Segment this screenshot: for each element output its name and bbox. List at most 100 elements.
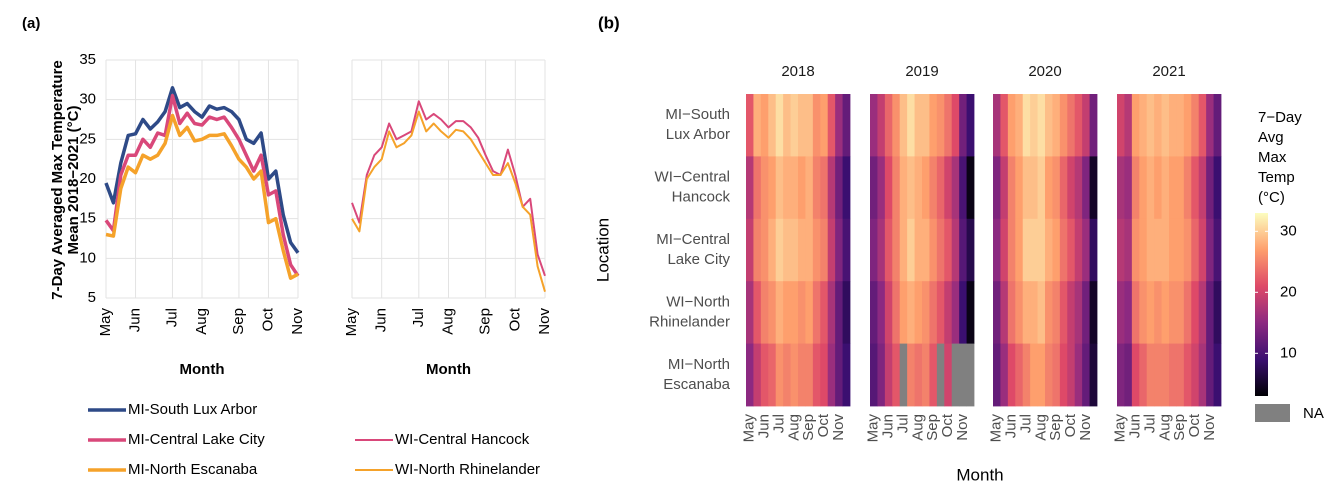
x-tick-label: Jun bbox=[1003, 414, 1020, 438]
heat-cell bbox=[914, 156, 923, 220]
x-tick-label: Jul bbox=[163, 308, 180, 327]
x-tick-label: Nov bbox=[536, 308, 553, 335]
data-line bbox=[351, 100, 546, 277]
x-tick-label: Oct bbox=[815, 413, 832, 437]
heat-cell bbox=[959, 281, 967, 344]
x-tick-label: Oct bbox=[259, 307, 276, 331]
heat-cell bbox=[959, 94, 967, 157]
heat-cell bbox=[746, 156, 754, 220]
heat-cell bbox=[1161, 94, 1170, 157]
heat-cell bbox=[1037, 94, 1046, 157]
heat-cell bbox=[1082, 343, 1090, 407]
heat-cell bbox=[1074, 343, 1083, 407]
y-tick-label: 35 bbox=[79, 51, 96, 68]
heat-cell bbox=[1037, 343, 1046, 407]
na-cell bbox=[959, 343, 967, 407]
heat-cell bbox=[820, 218, 829, 282]
heat-cell bbox=[1082, 156, 1090, 220]
heat-cell bbox=[812, 218, 821, 282]
data-line bbox=[104, 93, 300, 277]
heat-cell bbox=[805, 156, 814, 220]
heat-cell bbox=[1191, 343, 1200, 407]
row-label: Lux Arbor bbox=[666, 126, 730, 143]
heat-cell bbox=[1161, 343, 1170, 407]
heat-cell bbox=[1146, 156, 1155, 220]
heat-cell bbox=[899, 218, 908, 282]
heat-cell bbox=[1089, 156, 1098, 220]
x-tick-label: Nov bbox=[1201, 414, 1218, 441]
heat-cell bbox=[907, 156, 915, 220]
heat-cell bbox=[944, 156, 953, 220]
heat-cell bbox=[914, 218, 923, 282]
heat-cell bbox=[1146, 218, 1155, 282]
heat-cell bbox=[1067, 281, 1076, 344]
heat-cell bbox=[753, 218, 762, 282]
heat-cell bbox=[1198, 343, 1207, 407]
heat-cell bbox=[877, 156, 886, 220]
heat-cell bbox=[951, 94, 960, 157]
colorbar-label: 10 bbox=[1280, 344, 1297, 361]
row-label: Rhinelander bbox=[649, 313, 730, 330]
heat-cell bbox=[1176, 343, 1185, 407]
heat-cell bbox=[1059, 343, 1068, 407]
heat-cell bbox=[929, 343, 938, 407]
heat-cell bbox=[959, 156, 967, 220]
x-tick-label: Jun bbox=[1127, 414, 1144, 438]
heat-cell bbox=[951, 156, 960, 220]
heat-cell bbox=[1015, 218, 1024, 282]
heat-cell bbox=[1000, 281, 1009, 344]
heat-cell bbox=[798, 343, 806, 407]
heat-cell bbox=[1169, 94, 1177, 157]
colorbar-label: 30 bbox=[1280, 222, 1297, 239]
heat-cell bbox=[805, 94, 814, 157]
heat-cell bbox=[944, 94, 953, 157]
heat-cell bbox=[1139, 94, 1148, 157]
heat-cell bbox=[1206, 156, 1214, 220]
heat-cell bbox=[1117, 281, 1125, 344]
heat-cell bbox=[1198, 218, 1207, 282]
heat-cell bbox=[1161, 218, 1170, 282]
heat-cell bbox=[1183, 281, 1192, 344]
y-axis-title: Mean 2018−2021 (°C) bbox=[65, 105, 82, 254]
heat-cell bbox=[966, 281, 975, 344]
heat-cell bbox=[1213, 218, 1222, 282]
heat-cell bbox=[1131, 281, 1140, 344]
heat-cell bbox=[1117, 343, 1125, 407]
heat-cell bbox=[1154, 343, 1162, 407]
heat-cell bbox=[870, 218, 878, 282]
heat-cell bbox=[768, 218, 777, 282]
heat-cell bbox=[892, 343, 901, 407]
heat-cell bbox=[746, 281, 754, 344]
heat-cell bbox=[768, 281, 777, 344]
x-tick-label: Oct bbox=[506, 307, 523, 331]
heat-cell bbox=[783, 343, 791, 407]
heat-cell bbox=[753, 343, 762, 407]
heat-cell bbox=[1131, 218, 1140, 282]
heat-cell bbox=[1154, 94, 1162, 157]
heat-cell bbox=[870, 281, 878, 344]
heat-cell bbox=[842, 281, 851, 344]
heat-cell bbox=[877, 281, 886, 344]
heat-cell bbox=[1000, 156, 1009, 220]
heat-cell bbox=[899, 94, 908, 157]
y-tick-label: 20 bbox=[79, 170, 96, 187]
heat-cell bbox=[1198, 281, 1207, 344]
heat-cell bbox=[1000, 94, 1009, 157]
x-tick-label: Jul bbox=[894, 414, 911, 433]
heat-cell bbox=[1169, 156, 1177, 220]
heat-cell bbox=[1015, 343, 1024, 407]
y-tick-label: 30 bbox=[79, 91, 96, 108]
y-tick-label: 25 bbox=[79, 130, 96, 147]
heat-cell bbox=[1117, 156, 1125, 220]
heat-cell bbox=[1176, 94, 1185, 157]
heat-cell bbox=[1030, 218, 1038, 282]
heat-cell bbox=[1074, 94, 1083, 157]
heat-cell bbox=[993, 343, 1001, 407]
heat-cell bbox=[1191, 156, 1200, 220]
heat-cell bbox=[1074, 156, 1083, 220]
x-tick-label: Jul bbox=[1141, 414, 1158, 433]
heat-cell bbox=[760, 343, 769, 407]
legend-label: MI-Central Lake City bbox=[128, 431, 265, 448]
heat-cell bbox=[959, 218, 967, 282]
